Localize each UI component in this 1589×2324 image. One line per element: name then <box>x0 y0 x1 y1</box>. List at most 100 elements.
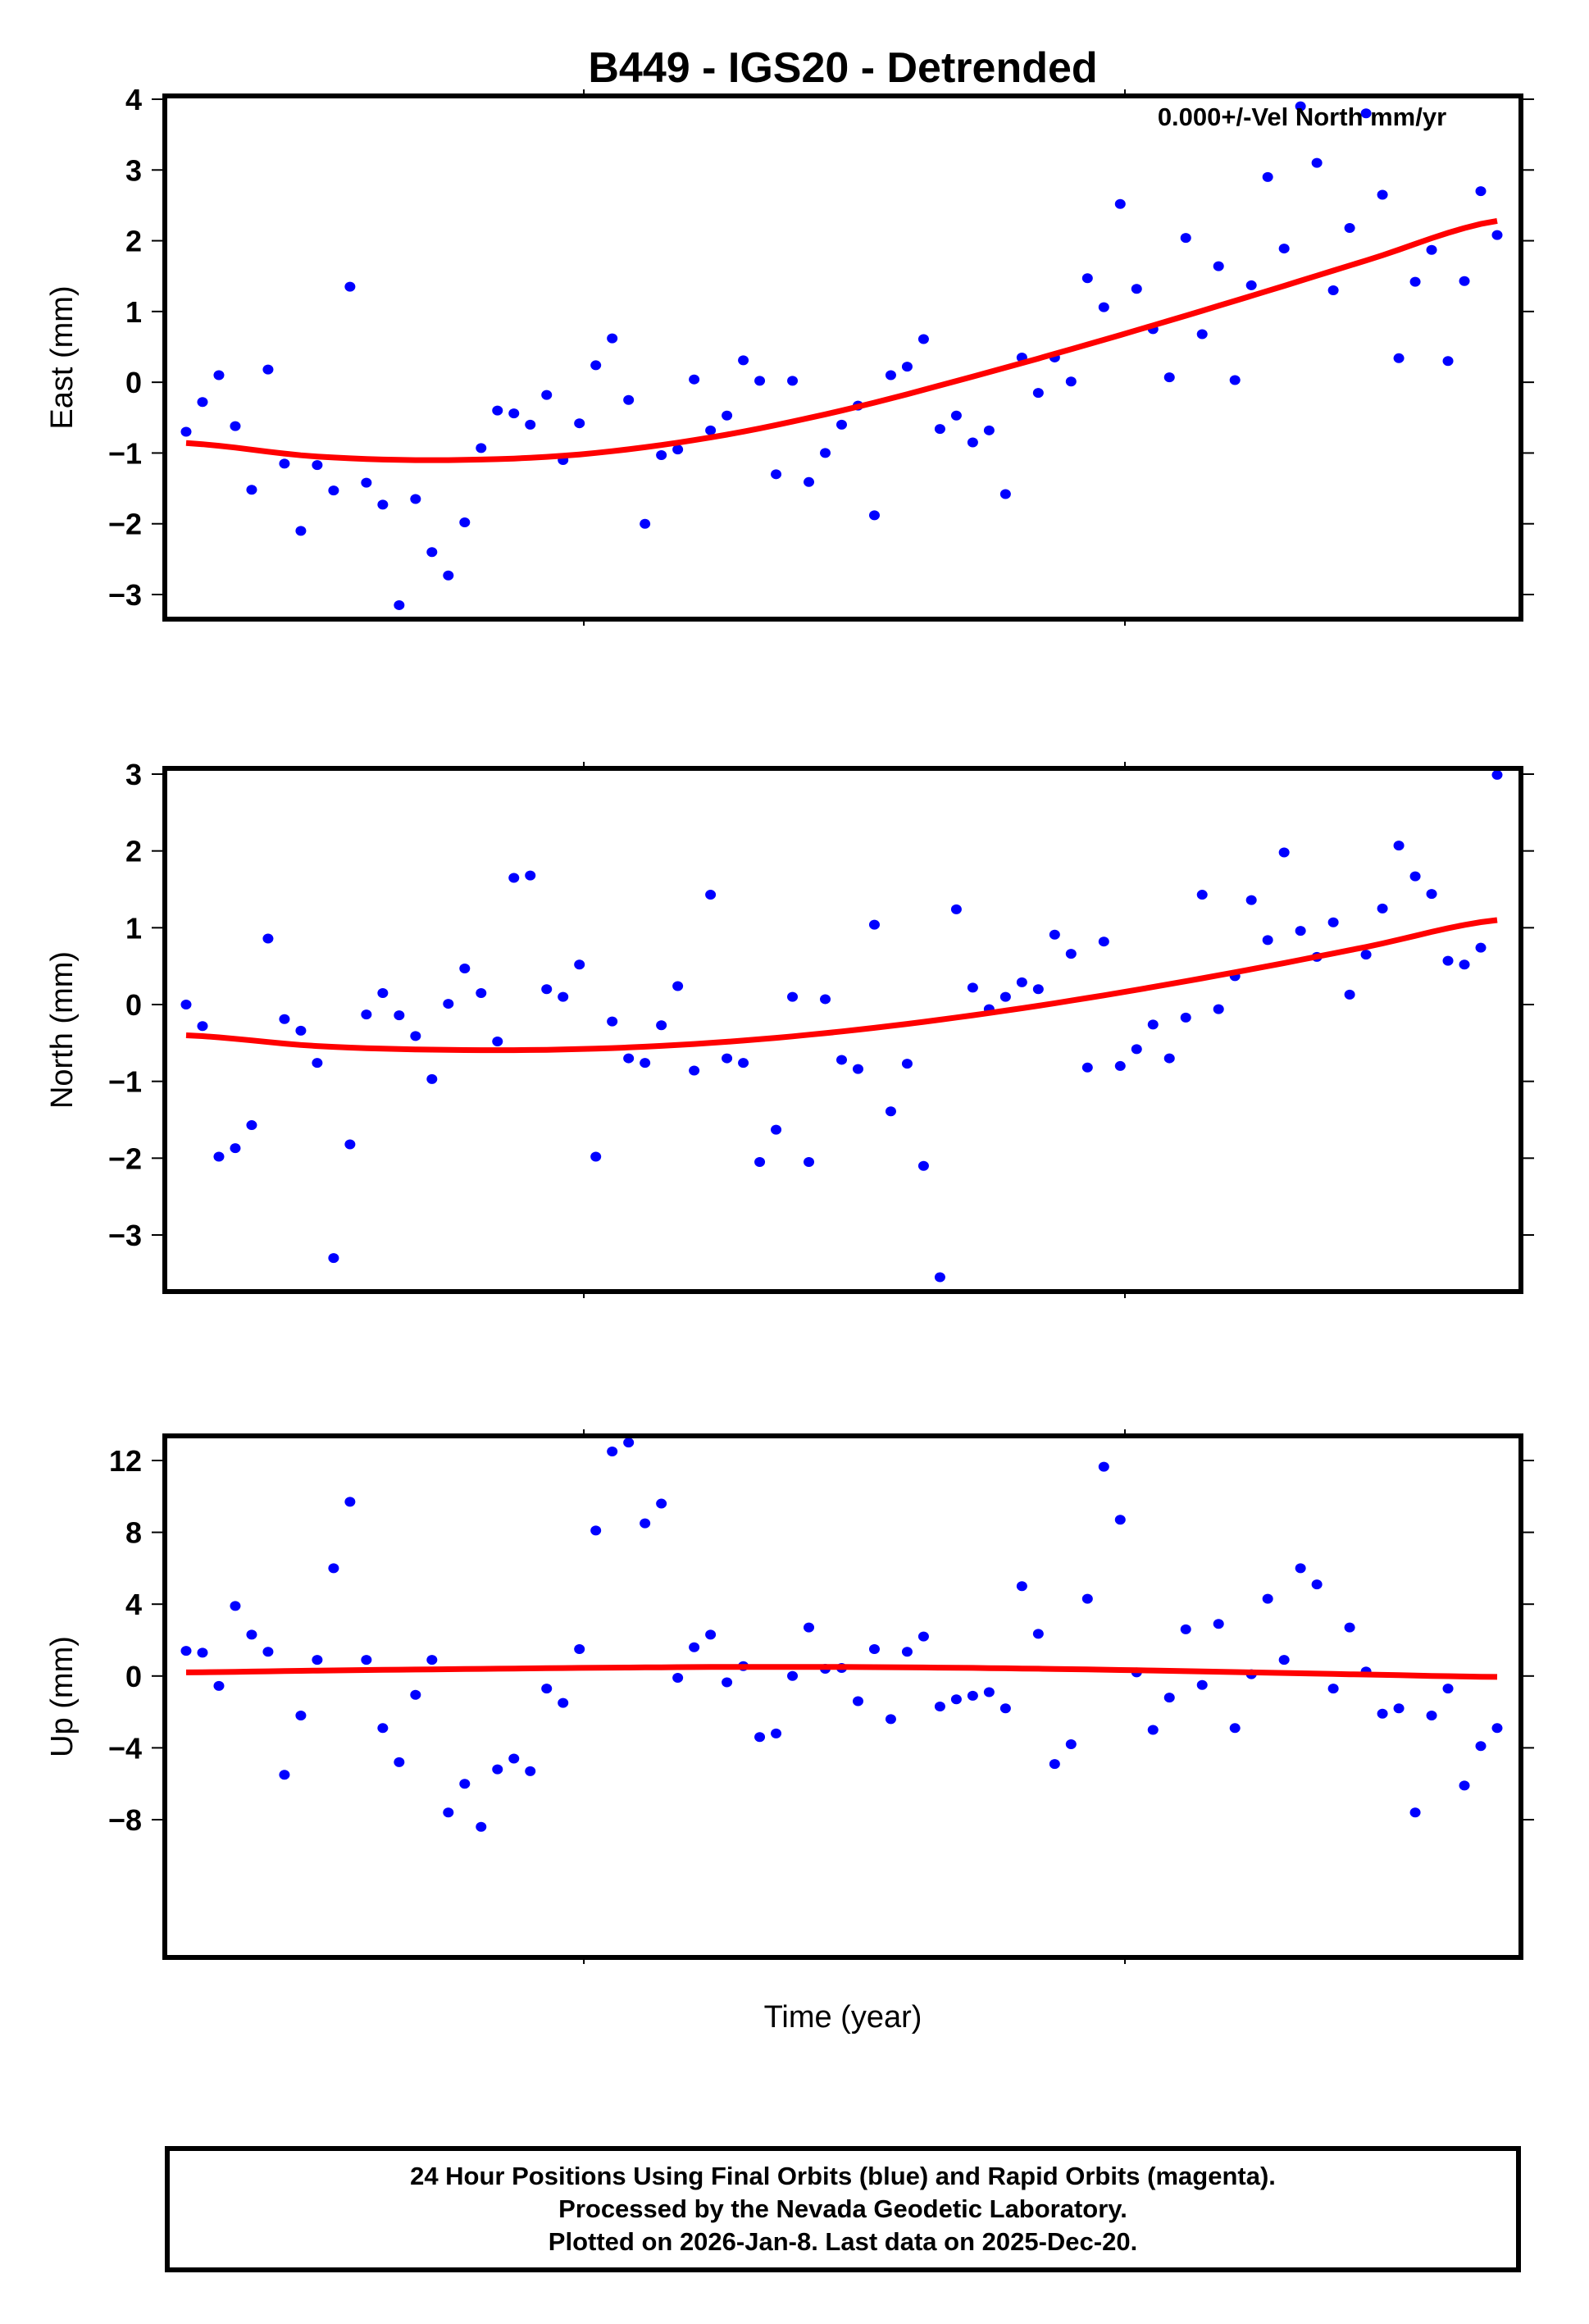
y-tick-label: −3 <box>108 578 142 612</box>
data-point <box>1426 1710 1437 1720</box>
data-point <box>541 1684 553 1694</box>
data-point <box>1016 1581 1027 1592</box>
data-point <box>1344 989 1355 1000</box>
data-point <box>1409 871 1421 882</box>
data-point <box>574 418 585 429</box>
data-point <box>1344 223 1355 234</box>
data-point <box>917 334 929 344</box>
panel-east: 4 3 2 1 0 −1 −2 −3 East (mm) 0.000+/-Vel North mm… <box>45 83 1534 626</box>
data-point <box>246 1120 257 1131</box>
data-point <box>804 1157 815 1168</box>
data-point <box>607 1016 618 1027</box>
data-point <box>262 1647 274 1657</box>
data-point <box>197 397 208 408</box>
data-point <box>1147 1725 1159 1735</box>
data-point <box>1393 353 1405 363</box>
y-tick-label: 8 <box>125 1516 142 1550</box>
data-point <box>967 1690 978 1701</box>
data-point <box>950 904 962 914</box>
data-point <box>1081 1593 1093 1604</box>
data-point <box>476 443 487 453</box>
data-point <box>983 1687 995 1697</box>
data-point <box>1360 108 1372 119</box>
data-point <box>1262 1593 1273 1604</box>
data-point <box>394 1757 405 1767</box>
data-point <box>1491 230 1503 240</box>
data-point <box>1393 1703 1405 1714</box>
data-point <box>230 1143 241 1154</box>
y-axis-label: Up (mm) <box>45 1636 80 1757</box>
data-point <box>1245 895 1257 905</box>
y-tick-label: −2 <box>108 508 142 541</box>
data-point <box>787 376 799 386</box>
data-point <box>1049 1759 1060 1770</box>
y-axis-label: East (mm) <box>45 285 80 429</box>
footer-line-orbits: 24 Hour Positions Using Final Orbits (bl… <box>410 2162 1276 2190</box>
data-points <box>180 101 1503 610</box>
data-point <box>1491 769 1503 780</box>
data-point <box>1491 1723 1503 1734</box>
data-point <box>754 376 766 386</box>
data-point <box>967 437 978 448</box>
data-point <box>868 510 880 521</box>
data-point <box>443 999 454 1009</box>
panels: 4 3 2 1 0 −1 −2 −3 East (mm) 0.000+/-Vel North mm… <box>45 83 1534 1964</box>
data-point <box>1065 1739 1077 1750</box>
data-point <box>623 1053 635 1064</box>
data-point <box>1016 977 1027 987</box>
data-point <box>410 494 421 504</box>
panel-up: 12 8 4 0 −4 −8 Up (mm) <box>45 1429 1534 1964</box>
footer-line-dates: Plotted on 2026-Jan-8. Last data on 2025… <box>548 2227 1138 2256</box>
data-point <box>180 1646 192 1656</box>
footer-info-box: 24 Hour Positions Using Final Orbits (bl… <box>165 2146 1521 2272</box>
data-point <box>328 1253 339 1264</box>
data-point <box>771 1728 782 1738</box>
data-point <box>312 1655 323 1666</box>
data-point <box>1114 1060 1126 1071</box>
data-point <box>1426 244 1437 255</box>
data-point <box>1409 276 1421 287</box>
data-point <box>656 450 667 461</box>
data-point <box>574 959 585 970</box>
data-point <box>722 1053 733 1064</box>
data-point <box>672 444 684 455</box>
data-point <box>1311 1579 1323 1590</box>
data-point <box>410 1031 421 1041</box>
footer-line-processed: Processed by the Nevada Geodetic Laborat… <box>558 2194 1127 2223</box>
data-point <box>640 518 651 529</box>
data-point <box>934 1272 945 1283</box>
data-point <box>1278 1655 1290 1666</box>
y-tick-label: −3 <box>108 1219 142 1252</box>
fit-curve <box>185 217 1498 463</box>
data-point <box>492 1036 503 1046</box>
data-point <box>295 1025 307 1036</box>
data-point <box>476 987 487 998</box>
data-point <box>328 485 339 496</box>
data-point <box>1475 942 1487 953</box>
data-point <box>1327 1684 1339 1694</box>
figure-title: B449 - IGS20 - Detrended <box>588 44 1097 92</box>
data-point <box>574 1643 585 1654</box>
data-point <box>1180 1012 1191 1023</box>
data-point <box>230 421 241 431</box>
y-tick-label: 1 <box>125 911 142 945</box>
data-point <box>426 1655 438 1666</box>
data-point <box>492 405 503 416</box>
data-point <box>738 1058 749 1069</box>
y-tick-label: −8 <box>108 1803 142 1837</box>
data-point <box>213 370 225 380</box>
data-point <box>1278 244 1290 254</box>
data-point <box>1163 372 1175 383</box>
data-point <box>787 991 799 1002</box>
data-point <box>868 1643 880 1654</box>
data-point <box>656 1020 667 1031</box>
data-point <box>705 425 717 435</box>
data-point <box>1409 1807 1421 1818</box>
velocity-annotation: 0.000+/-Vel North mm/yr <box>1158 103 1446 131</box>
data-point <box>180 1000 192 1009</box>
data-point <box>590 1525 602 1536</box>
data-point <box>1081 273 1093 284</box>
data-point <box>705 890 717 900</box>
y-tick-label: −4 <box>108 1731 142 1765</box>
